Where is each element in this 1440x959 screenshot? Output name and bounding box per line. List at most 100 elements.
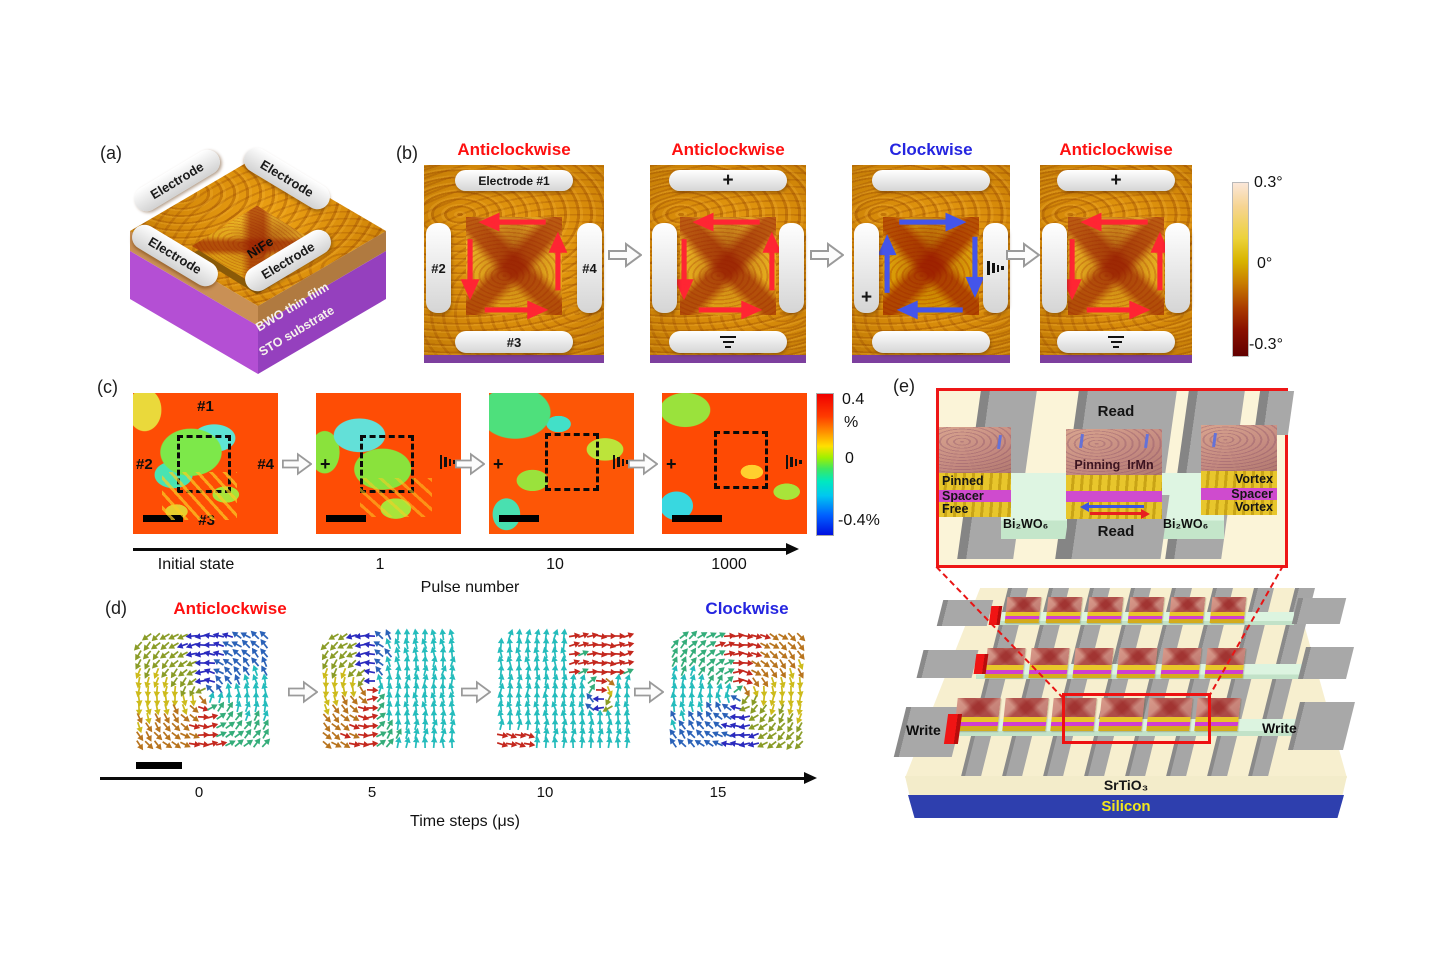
state-title-4: Anticlockwise [1059,140,1173,159]
right-arrow-icon [1090,508,1150,519]
electrode-top [872,170,990,191]
write-line-right-2 [1298,647,1354,679]
end-state-title: Clockwise [705,599,789,618]
pulse-axis-arrowhead [786,543,799,555]
electrode-top-positive: + [669,170,787,191]
device-schematic-3d: Electrode Electrode Electrode Electrode … [120,143,405,388]
memory-cell [1204,648,1246,678]
left-arrow-icon [1080,501,1144,512]
flow-arrow-icon [810,242,844,268]
plus-symbol: + [666,453,677,474]
substrate-edge [650,355,806,363]
vortex-slab [1169,597,1206,612]
memory-cell [1160,648,1202,678]
pinning-slab [1201,425,1277,471]
roi-dashed-square [360,435,414,493]
electrode-right [1165,223,1190,313]
state-title-3: Clockwise [889,140,973,159]
electrode-left-positive: + [854,223,879,313]
pinning-slab [939,427,1011,473]
vortex-slab [1087,597,1124,612]
read-top-label: Read [1097,403,1135,420]
vortex-slab [1117,648,1158,665]
plus-symbol: + [1110,170,1122,191]
electrode-left [1042,223,1067,313]
flow-arrow-icon [634,680,664,704]
srtio3-layer: SrTiO₃ [905,776,1347,795]
pulse-tick-2: 10 [546,556,564,573]
irmn-label: IrMn [1127,458,1154,472]
flow-arrow-icon [1006,242,1040,268]
silicon-layer: Silicon [908,795,1344,818]
memory-cell [1209,597,1247,624]
substrate-edge [424,355,604,363]
pinned-layer: Pinned [939,473,1011,490]
state-title-2: Anticlockwise [671,140,785,159]
state-title-1: Anticlockwise [457,140,571,159]
time-axis-title: Time steps (μs) [410,813,520,830]
electrode-top: Electrode #1 [455,170,573,191]
pulse-axis-line [133,548,788,551]
scale-bar [499,515,539,522]
colorbar-max-label: 0.3° [1254,174,1283,191]
vector-field [133,630,271,751]
strain-map-pulse-1000: + [662,393,807,534]
scale-bar [672,515,722,522]
pulse-icon [439,455,456,470]
pmfm-device-2: + [650,165,806,363]
strain-mid-label: 0 [845,450,854,467]
vortex-layer: Vortex [1201,500,1277,515]
vector-field [496,628,635,749]
nife-core [1068,217,1164,315]
flow-arrow-icon [282,452,312,476]
substrate-edge [1040,355,1192,363]
electrode-left [652,223,677,313]
rotation-colorbar [1232,182,1249,357]
start-state-title: Anticlockwise [173,599,287,618]
vortex-slab [1161,648,1202,665]
roi-dashed-square [545,433,599,491]
strain-unit-label: % [844,414,859,431]
storage-stack: Pinning IrMn [1066,429,1162,519]
ground-icon [1108,335,1124,349]
pulse-tick-1: 1 [375,556,385,573]
spin-texture-t15 [666,628,814,760]
memory-cell [1116,648,1158,678]
spacer-label: Spacer [942,488,984,503]
electrode-right-pulse [983,223,1008,313]
write-left-label: Write [906,722,941,738]
region-1-label: #1 [197,398,214,415]
write-line-left-2 [916,650,979,678]
vortex-slab [1029,648,1070,665]
electrode-right-label: #4 [582,260,597,276]
flow-arrow-icon [628,452,658,476]
pmfm-device-3: + [852,165,1010,363]
panel-e-label: (e) [893,376,915,396]
vortex-slab [1005,597,1042,612]
vortex-slab [1046,597,1083,612]
pinned-layer [1066,475,1162,491]
region-2-label: #2 [136,456,153,474]
panel-d-label: (d) [105,598,127,618]
moment-arrow-icon [1212,432,1217,448]
pinned-label: Pinned [942,474,984,489]
memory-cell-inset: Read Read Pinned Spacer Free Pinning IrM… [936,388,1295,568]
flow-arrow-icon [461,680,491,704]
memory-cell [1004,597,1042,624]
bwo-right-label: Bi₂WO₆ [1163,517,1209,531]
pulse-tick-3: 1000 [711,556,747,573]
spacer-layer [1066,491,1162,502]
colorbar-mid-label: 0° [1257,255,1273,272]
electrode-left: #2 [426,223,451,313]
srtio3-label: SrTiO₃ [1103,777,1149,793]
memory-cell [1045,597,1083,624]
flow-arrow-icon [608,242,642,268]
vortex-stack: Vortex Spacer Vortex [1201,425,1277,515]
scale-bar [326,515,366,522]
free-label: Free [942,502,969,517]
time-tick-2: 10 [536,784,554,801]
time-tick-3: 15 [709,784,727,801]
memory-cell [1127,597,1165,624]
bwo-left-label: Bi₂WO₆ [1003,517,1049,531]
